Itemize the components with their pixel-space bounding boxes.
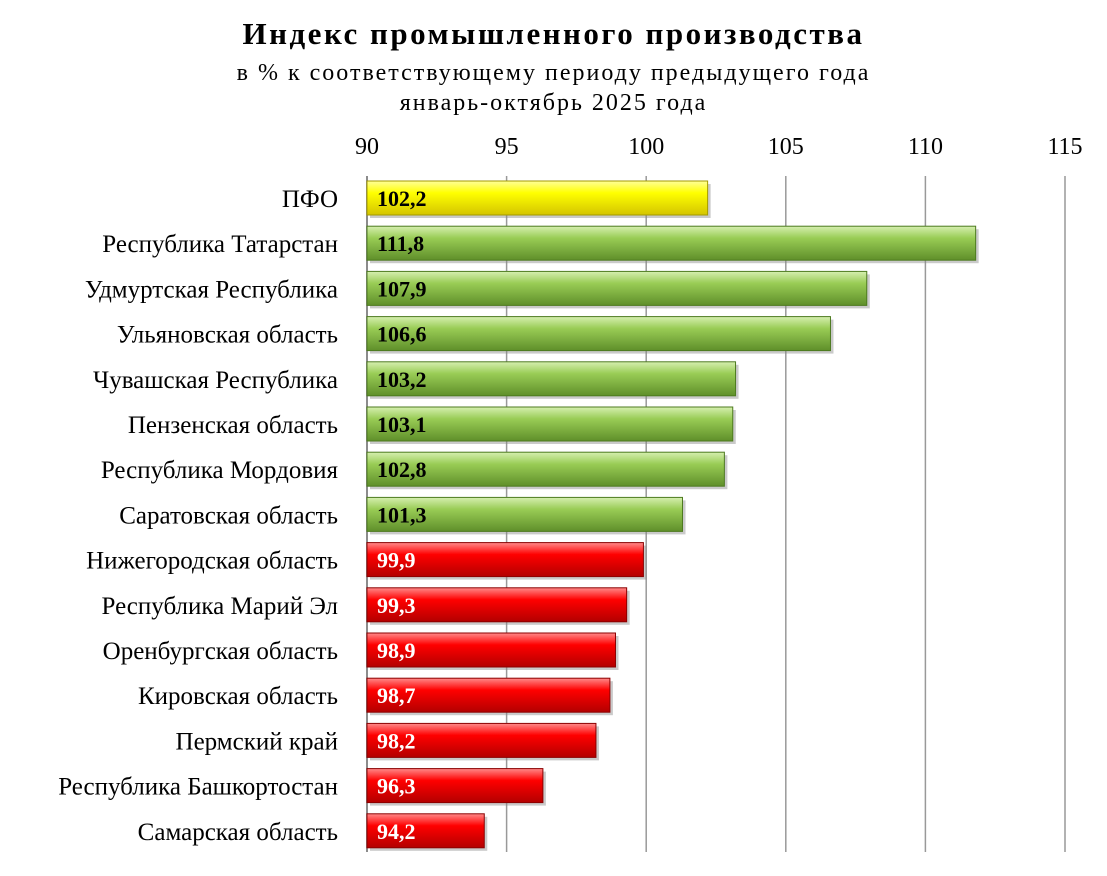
category-label: Чувашская Республика (93, 367, 338, 394)
bar (366, 496, 683, 532)
value-label: 98,9 (377, 638, 416, 663)
x-tick-label: 90 (355, 134, 379, 160)
category-label: Пензенская область (128, 412, 338, 439)
category-label: Нижегородская область (86, 548, 338, 575)
bar (366, 316, 831, 352)
bar (366, 361, 737, 397)
category-label: Пермский край (176, 728, 338, 755)
x-tick-label: 105 (768, 134, 804, 160)
value-label: 102,8 (377, 457, 427, 482)
x-tick-label: 110 (908, 134, 943, 160)
bar (366, 406, 734, 442)
value-label: 107,9 (377, 276, 427, 301)
value-label: 103,1 (377, 412, 427, 437)
bar (366, 768, 544, 804)
value-label: 96,3 (377, 774, 416, 799)
chart-title: Индекс промышленного производства (242, 16, 865, 51)
category-label: Самарская область (138, 819, 338, 846)
bar (366, 677, 611, 713)
bar (366, 587, 628, 623)
bar (366, 813, 485, 849)
bar (366, 542, 644, 578)
x-tick-label: 115 (1047, 134, 1082, 160)
x-tick-label: 100 (628, 134, 664, 160)
category-label: Республика Марий Эл (102, 593, 339, 620)
x-tick-label: 95 (495, 134, 519, 160)
value-label: 98,7 (377, 683, 416, 708)
value-label: 101,3 (377, 502, 427, 527)
value-label: 99,3 (377, 593, 416, 618)
category-label: Республика Башкортостан (58, 774, 338, 801)
category-label: Кировская область (138, 683, 338, 710)
category-label: ПФО (282, 186, 338, 213)
value-label: 111,8 (377, 231, 424, 256)
bar (366, 722, 597, 758)
value-label: 102,2 (377, 186, 427, 211)
category-label: Республика Мордовия (101, 457, 339, 484)
value-label: 98,2 (377, 728, 416, 753)
category-label: Республика Татарстан (102, 231, 338, 258)
bar (366, 180, 709, 216)
bar (366, 451, 725, 487)
value-label: 106,6 (377, 322, 427, 347)
category-label: Оренбургская область (103, 638, 338, 665)
value-label: 94,2 (377, 819, 416, 844)
bar (366, 632, 616, 668)
value-label: 103,2 (377, 367, 427, 392)
chart-period: январь-октябрь 2025 года (399, 90, 708, 116)
chart-subtitle: в % к соответствующему периоду предыдуще… (236, 60, 871, 86)
category-label: Удмуртская Республика (85, 276, 338, 303)
category-label: Ульяновская область (117, 322, 338, 349)
bar (366, 270, 868, 306)
bar (366, 225, 977, 261)
value-label: 99,9 (377, 548, 416, 573)
category-label: Саратовская область (119, 502, 338, 529)
